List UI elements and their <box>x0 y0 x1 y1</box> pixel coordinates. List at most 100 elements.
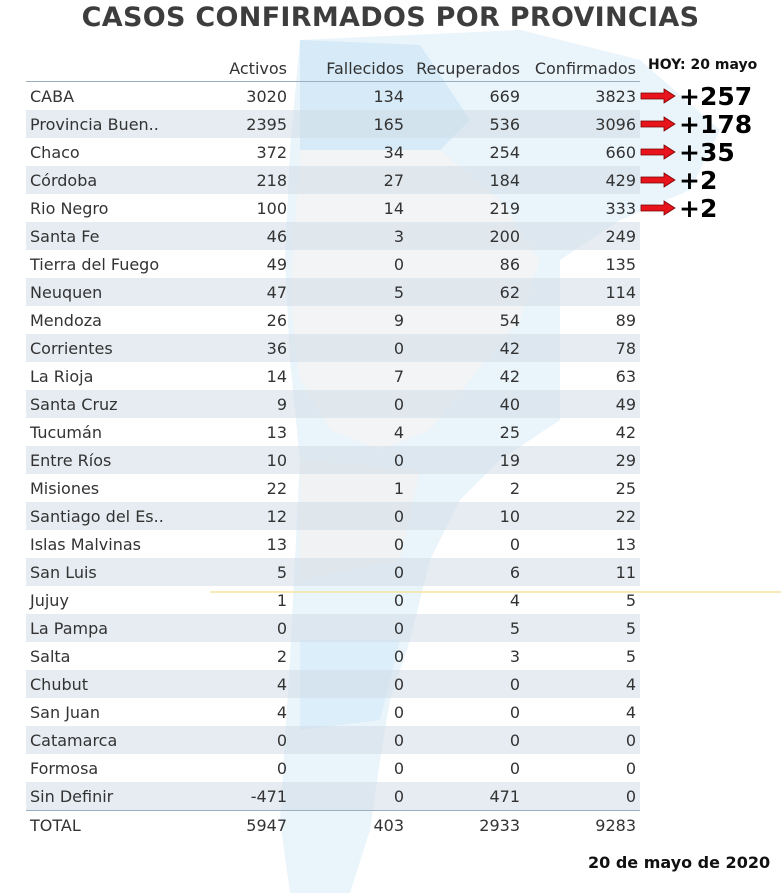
cell-fallecidos: 1 <box>393 478 404 498</box>
cell-confirmados: 78 <box>524 334 640 362</box>
cell-province: Neuquen <box>26 278 213 306</box>
cell-confirmados: 9283 <box>524 810 640 839</box>
red-arrow-icon <box>640 88 676 104</box>
cell-province: Sin Definir <box>26 782 213 811</box>
red-arrow-icon <box>640 144 676 160</box>
cell-fallecidos: 0 <box>291 446 408 474</box>
cell-recuperados: 10 <box>408 502 524 530</box>
cell-activos: 372 <box>256 142 287 162</box>
cell-recuperados: 40 <box>408 390 524 418</box>
cell-confirmados: 4 <box>625 702 636 722</box>
cell-confirmados: 333 <box>605 198 636 218</box>
cell-fallecidos: 0 <box>393 758 404 778</box>
cell-recuperados: 0 <box>408 670 524 698</box>
table-row: Santa Cruz 9 0 40 49 <box>26 390 640 418</box>
cell-province: Mendoza <box>30 310 102 330</box>
cell-recuperados: 42 <box>499 366 520 386</box>
cell-province: Provincia Buen.. <box>26 110 213 138</box>
cell-confirmados: 25 <box>615 478 636 498</box>
table-row: Catamarca 0 0 0 0 <box>26 726 640 754</box>
cell-fallecidos: 165 <box>291 110 408 138</box>
cell-province: Santa Fe <box>26 222 213 250</box>
cell-province: Rio Negro <box>30 198 109 218</box>
cell-recuperados: 0 <box>509 758 520 778</box>
header-province <box>26 55 213 82</box>
cell-fallecidos: 134 <box>373 86 404 106</box>
cell-activos: 26 <box>266 310 287 330</box>
cell-activos: 0 <box>276 758 287 778</box>
cell-recuperados: 2933 <box>408 810 524 839</box>
cell-recuperados: 3 <box>509 646 520 666</box>
date-label: 20 de mayo de 2020 <box>588 853 771 872</box>
cell-activos: 4 <box>276 702 287 722</box>
cell-activos: 5 <box>213 558 291 586</box>
cell-confirmados: 3823 <box>595 86 636 106</box>
table-header-row: Activos Fallecidos Recuperados Confirmad… <box>26 55 640 82</box>
cell-recuperados: 2 <box>509 478 520 498</box>
cell-fallecidos: 0 <box>393 254 404 274</box>
cell-fallecidos: 0 <box>291 614 408 642</box>
table-row: Tucumán 13 4 25 42 <box>26 418 640 446</box>
cell-fallecidos: 0 <box>291 502 408 530</box>
cases-table: Activos Fallecidos Recuperados Confirmad… <box>26 55 640 839</box>
cell-confirmados: 114 <box>524 278 640 306</box>
cell-province: Chaco <box>30 142 80 162</box>
cell-province: Córdoba <box>26 166 213 194</box>
cell-province: Islas Malvinas <box>30 534 141 554</box>
cell-recuperados: 4 <box>509 590 520 610</box>
cell-fallecidos: 5 <box>291 278 408 306</box>
cell-province: La Pampa <box>26 614 213 642</box>
cell-fallecidos: 0 <box>291 782 408 811</box>
table-row: Córdoba 218 27 184 429 <box>26 166 640 194</box>
cell-fallecidos: 403 <box>291 810 408 839</box>
cell-confirmados: 5 <box>625 646 636 666</box>
increment-item: +35 <box>640 138 735 167</box>
cell-province: Santa Cruz <box>26 390 213 418</box>
cell-activos: 13 <box>266 534 287 554</box>
cell-activos: 46 <box>213 222 291 250</box>
increment-item: +2 <box>640 166 717 195</box>
cell-activos: 3020 <box>246 86 287 106</box>
cell-fallecidos: 0 <box>393 702 404 722</box>
cell-province: Corrientes <box>26 334 213 362</box>
cell-recuperados: 669 <box>489 86 520 106</box>
table-row: Misiones 22 1 2 25 <box>26 474 640 502</box>
table-row: Islas Malvinas 13 0 0 13 <box>26 530 640 558</box>
cell-recuperados: 200 <box>408 222 524 250</box>
cell-activos: 22 <box>266 478 287 498</box>
cell-activos: 100 <box>256 198 287 218</box>
header-confirmados: Confirmados <box>524 55 640 82</box>
cell-fallecidos: 4 <box>393 422 404 442</box>
cell-recuperados: 471 <box>408 782 524 811</box>
cell-confirmados: 29 <box>524 446 640 474</box>
cell-fallecidos: 0 <box>393 590 404 610</box>
increment-item: +257 <box>640 82 752 111</box>
cell-confirmados: 5 <box>524 614 640 642</box>
cell-confirmados: 135 <box>605 254 636 274</box>
cell-fallecidos: 0 <box>291 726 408 754</box>
cell-confirmados: 4 <box>524 670 640 698</box>
today-label: HOY: 20 mayo <box>648 57 758 73</box>
cell-recuperados: 25 <box>499 422 520 442</box>
table-row: CABA 3020 134 669 3823 <box>26 82 640 111</box>
cell-confirmados: 0 <box>625 758 636 778</box>
cell-activos: 5947 <box>213 810 291 839</box>
cell-fallecidos: 0 <box>393 646 404 666</box>
cell-province: TOTAL <box>26 810 213 839</box>
table-row: Provincia Buen.. 2395 165 536 3096 <box>26 110 640 138</box>
cell-province: La Rioja <box>30 366 94 386</box>
cell-confirmados: 429 <box>524 166 640 194</box>
table-row: Jujuy 1 0 4 5 <box>26 586 640 614</box>
red-arrow-icon <box>640 116 676 132</box>
cell-recuperados: 254 <box>489 142 520 162</box>
cell-fallecidos: 3 <box>291 222 408 250</box>
cell-fallecidos: 34 <box>383 142 404 162</box>
increment-item: +178 <box>640 110 752 139</box>
table-total-row: TOTAL 5947 403 2933 9283 <box>26 810 640 839</box>
cell-activos: 1 <box>276 590 287 610</box>
table-row: Santiago del Es.. 12 0 10 22 <box>26 502 640 530</box>
table-row: Formosa 0 0 0 0 <box>26 754 640 782</box>
table-row: Corrientes 36 0 42 78 <box>26 334 640 362</box>
cell-province: San Luis <box>26 558 213 586</box>
cell-recuperados: 6 <box>408 558 524 586</box>
